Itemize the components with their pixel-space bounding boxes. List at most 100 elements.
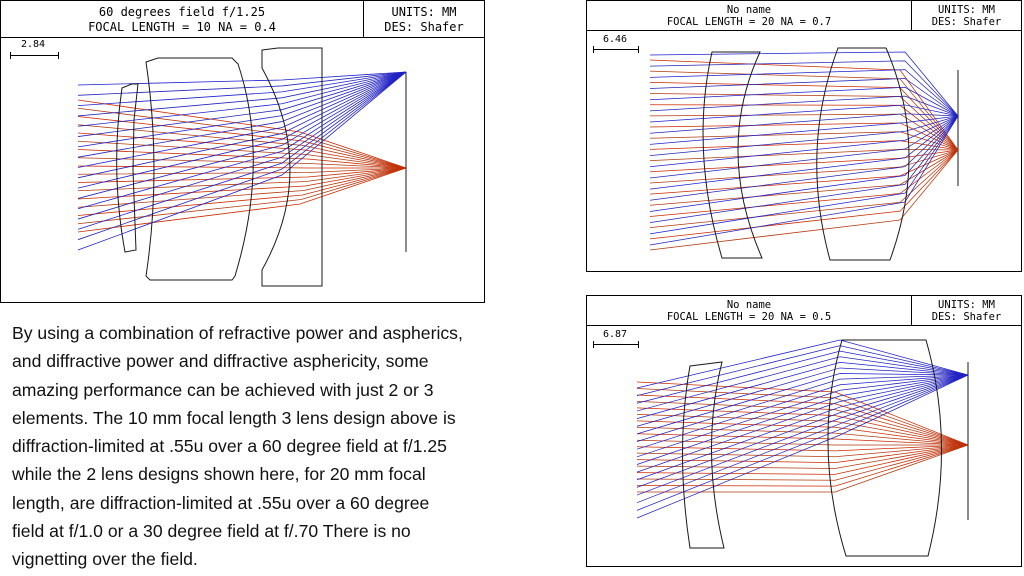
off-axis-ray xyxy=(636,339,969,389)
off-axis-ray xyxy=(77,71,407,251)
panel-title: 60 degrees field f/1.25 xyxy=(98,5,266,19)
on-axis-ray xyxy=(77,157,407,169)
off-axis-ray xyxy=(636,374,969,450)
off-axis-ray xyxy=(77,71,407,158)
scale-bar xyxy=(593,341,639,348)
paragraph-line: By using a combination of refractive pow… xyxy=(12,323,463,343)
off-axis-ray xyxy=(77,71,407,199)
off-axis-ray xyxy=(636,350,969,404)
scale-label: 6.87 xyxy=(603,329,628,340)
designer-label: DES: Shafer xyxy=(384,20,464,34)
lens-element-2 xyxy=(145,57,254,281)
on-axis-ray xyxy=(77,167,407,192)
panel-subtitle: FOCAL LENGTH = 10 NA = 0.4 xyxy=(88,20,276,34)
off-axis-ray xyxy=(636,374,969,473)
lens-element-1 xyxy=(682,361,725,549)
designer-label: DES: Shafer xyxy=(931,311,1002,323)
lens-diagram-panel-1: 60 degrees field f/1.25 FOCAL LENGTH = 1… xyxy=(0,0,485,303)
lens-diagram-panel-3: No name FOCAL LENGTH = 20 NA = 0.5 UNITS… xyxy=(586,295,1022,567)
off-axis-ray xyxy=(649,60,959,117)
off-axis-ray xyxy=(649,69,959,117)
off-axis-ray xyxy=(636,373,969,435)
panel-subtitle: FOCAL LENGTH = 20 NA = 0.7 xyxy=(666,16,832,28)
paragraph-line: vignetting over the field. xyxy=(12,549,198,570)
off-axis-ray xyxy=(77,71,407,127)
off-axis-ray xyxy=(649,86,959,117)
on-axis-ray xyxy=(649,149,959,251)
off-axis-ray xyxy=(636,374,969,481)
off-axis-ray xyxy=(636,374,969,504)
paragraph-line: while the 2 lens designs shown here, for… xyxy=(12,464,426,485)
on-axis-ray xyxy=(636,426,969,446)
scale-bar xyxy=(593,46,639,53)
on-axis-ray xyxy=(649,149,959,206)
on-axis-ray xyxy=(636,444,969,463)
on-axis-ray xyxy=(649,149,959,240)
on-axis-ray xyxy=(77,167,407,175)
designer-label: DES: Shafer xyxy=(931,16,1002,28)
off-axis-ray xyxy=(636,374,969,488)
scale-bar xyxy=(10,52,59,59)
units-label: UNITS: MM xyxy=(938,299,995,311)
panel-title: No name xyxy=(726,4,772,16)
on-axis-ray xyxy=(636,394,969,446)
off-axis-ray xyxy=(649,115,959,224)
on-axis-ray xyxy=(636,444,969,487)
lens-element-1 xyxy=(116,83,139,253)
paragraph-line: elements. The 10 mm focal length 3 lens … xyxy=(12,407,456,428)
off-axis-ray xyxy=(77,71,407,230)
lens-element-1 xyxy=(702,51,763,259)
on-axis-ray xyxy=(636,413,969,446)
off-axis-ray xyxy=(636,374,969,442)
paragraph-line: diffraction-limited at .55u over a 60 de… xyxy=(12,436,447,457)
paragraph-line: field at f/1.0 or a 30 degree field at f… xyxy=(12,521,411,542)
on-axis-ray xyxy=(77,167,407,216)
off-axis-ray xyxy=(77,71,407,220)
units-label: UNITS: MM xyxy=(938,4,995,16)
on-axis-ray xyxy=(636,444,969,481)
on-axis-ray xyxy=(636,444,969,458)
panel-title: No name xyxy=(726,299,772,311)
off-axis-ray xyxy=(649,115,959,156)
off-axis-ray xyxy=(649,115,959,201)
on-axis-ray xyxy=(636,433,969,446)
off-axis-ray xyxy=(77,71,407,179)
panel-subtitle: FOCAL LENGTH = 20 NA = 0.5 xyxy=(666,311,832,323)
on-axis-ray xyxy=(649,140,959,151)
off-axis-ray xyxy=(649,115,959,168)
off-axis-ray xyxy=(77,71,407,107)
off-axis-ray xyxy=(636,374,969,458)
off-axis-ray xyxy=(636,356,969,412)
off-axis-ray xyxy=(77,71,407,137)
on-axis-ray xyxy=(649,149,959,173)
paragraph-line: length, are diffraction-limited at .55u … xyxy=(12,492,430,513)
off-axis-ray xyxy=(636,374,969,511)
off-axis-ray xyxy=(77,71,407,168)
on-axis-ray xyxy=(77,167,407,183)
on-axis-ray xyxy=(636,401,969,446)
off-axis-ray xyxy=(77,71,407,96)
paragraph-line: and diffractive power and diffractive as… xyxy=(12,351,429,372)
off-axis-ray xyxy=(636,374,969,465)
off-axis-ray xyxy=(636,361,969,419)
off-axis-ray xyxy=(77,71,407,117)
panel-header: 60 degrees field f/1.25 FOCAL LENGTH = 1… xyxy=(1,1,484,38)
off-axis-ray xyxy=(77,71,407,86)
off-axis-ray xyxy=(649,104,959,123)
off-axis-ray xyxy=(649,78,959,117)
units-label: UNITS: MM xyxy=(391,5,457,19)
off-axis-ray xyxy=(649,115,959,145)
off-axis-ray xyxy=(649,115,959,212)
on-axis-ray xyxy=(636,420,969,446)
lens-element-2 xyxy=(827,339,943,557)
off-axis-ray xyxy=(649,51,959,117)
panel-header: No name FOCAL LENGTH = 20 NA = 0.7 UNITS… xyxy=(587,1,1021,31)
scale-label: 6.46 xyxy=(603,34,628,45)
on-axis-ray xyxy=(636,444,969,475)
on-axis-ray xyxy=(636,444,969,469)
off-axis-ray xyxy=(636,374,969,519)
panel-header: No name FOCAL LENGTH = 20 NA = 0.5 UNITS… xyxy=(587,296,1021,326)
off-axis-ray xyxy=(649,115,959,179)
on-axis-ray xyxy=(636,407,969,446)
off-axis-ray xyxy=(636,367,969,427)
